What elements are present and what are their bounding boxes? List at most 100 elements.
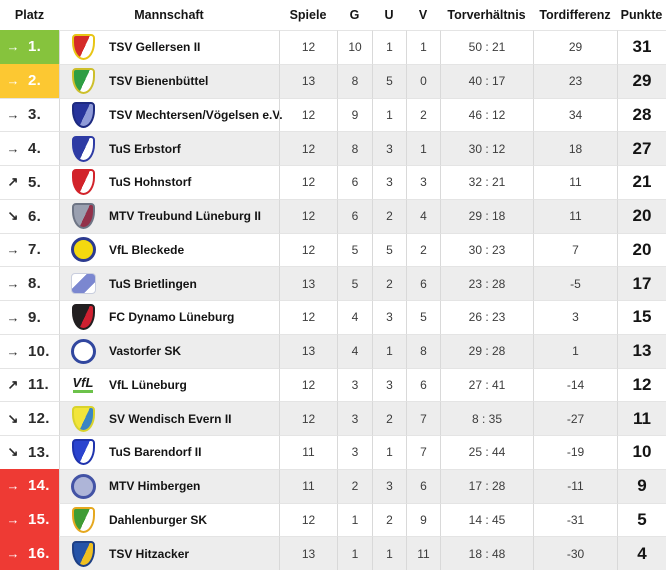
trend-arrow-icon: → <box>6 343 20 359</box>
team-cell[interactable]: TSV Gellersen II <box>59 30 279 64</box>
wins-cell: 3 <box>337 367 372 402</box>
draws-cell: 5 <box>372 63 406 98</box>
draws-cell: 2 <box>372 401 406 435</box>
team-cell[interactable]: SV Wendisch Evern II <box>59 401 279 435</box>
team-crest-shape <box>71 540 95 567</box>
wins-cell: 8 <box>337 131 372 165</box>
wins-cell: 3 <box>337 401 372 435</box>
games-cell: 12 <box>279 165 337 199</box>
team-crest-shape <box>71 405 95 432</box>
team-cell[interactable]: TSV Mechtersen/Vögelsen e.V. <box>59 97 283 132</box>
losses-cell: 7 <box>406 435 440 469</box>
team-cell[interactable]: VfL Bleckede <box>59 232 279 267</box>
table-row: ↘ 12. SV Wendisch Evern II 12 3 2 7 8 : … <box>0 401 666 435</box>
goal-diff-cell: 1 <box>533 333 617 368</box>
trend-arrow-icon: → <box>6 545 20 561</box>
rank-cell: → 1. <box>0 30 59 64</box>
team-logo-icon <box>69 33 97 61</box>
points-cell: 27 <box>617 131 666 165</box>
team-crest-shape: VfL <box>72 376 94 394</box>
draws-cell: 3 <box>372 367 406 402</box>
team-cell[interactable]: TuS Hohnstorf <box>59 165 279 199</box>
table-row: → 2. TSV Bienenbüttel 13 8 5 0 40 : 17 2… <box>0 63 666 98</box>
team-crest-shape <box>71 506 95 533</box>
rank-number: 5. <box>28 173 42 191</box>
team-crest-shape <box>70 473 96 499</box>
games-cell: 12 <box>279 30 337 64</box>
team-cell[interactable]: TSV Bienenbüttel <box>59 63 279 98</box>
rank-number: 15. <box>28 510 50 528</box>
trend-arrow-icon: ↘ <box>7 410 19 426</box>
team-name: TSV Bienenbüttel <box>109 74 209 89</box>
team-cell[interactable]: TSV Hitzacker <box>59 536 279 570</box>
draws-cell: 2 <box>372 266 406 300</box>
goal-ratio-cell: 30 : 12 <box>440 131 533 165</box>
draws-cell: 3 <box>372 131 406 165</box>
team-cell[interactable]: FC Dynamo Lüneburg <box>59 300 279 334</box>
goal-diff-cell: 11 <box>533 165 617 199</box>
wins-cell: 1 <box>337 502 372 537</box>
rank-number: 11. <box>28 376 49 394</box>
goal-diff-cell: 23 <box>533 63 617 98</box>
losses-cell: 2 <box>406 97 440 132</box>
games-cell: 12 <box>279 232 337 267</box>
rank-cell: → 2. <box>0 63 59 98</box>
rank-number: 10. <box>28 342 50 360</box>
team-cell[interactable]: Vastorfer SK <box>59 333 279 368</box>
rank-cell: → 10. <box>0 333 59 368</box>
team-logo-icon <box>69 67 97 95</box>
team-name: MTV Himbergen <box>109 479 201 494</box>
team-cell[interactable]: VfL VfL Lüneburg <box>59 367 279 402</box>
team-cell[interactable]: MTV Treubund Lüneburg II <box>59 198 279 233</box>
team-name: TuS Brietlingen <box>109 276 197 291</box>
goal-ratio-cell: 29 : 18 <box>440 198 533 233</box>
goal-diff-cell: 29 <box>533 30 617 64</box>
rank-number: 3. <box>28 106 42 124</box>
team-cell[interactable]: TuS Erbstorf <box>59 131 279 165</box>
team-logo-icon <box>69 202 97 230</box>
losses-cell: 7 <box>406 401 440 435</box>
wins-cell: 1 <box>337 536 372 570</box>
points-cell: 11 <box>617 401 666 435</box>
wins-cell: 5 <box>337 232 372 267</box>
goal-ratio-cell: 25 : 44 <box>440 435 533 469</box>
team-logo-icon <box>69 135 97 163</box>
games-cell: 12 <box>279 198 337 233</box>
table-row: → 4. TuS Erbstorf 12 8 3 1 30 : 12 18 27 <box>0 131 666 165</box>
draws-cell: 1 <box>372 333 406 368</box>
points-cell: 12 <box>617 367 666 402</box>
wins-cell: 4 <box>337 333 372 368</box>
rank-cell: → 3. <box>0 97 59 132</box>
table-row: → 16. TSV Hitzacker 13 1 1 11 18 : 48 -3… <box>0 536 666 570</box>
team-name: FC Dynamo Lüneburg <box>109 310 235 325</box>
draws-cell: 3 <box>372 165 406 199</box>
table-row: → 10. Vastorfer SK 13 4 1 8 29 : 28 1 13 <box>0 333 666 368</box>
losses-cell: 3 <box>406 165 440 199</box>
games-cell: 12 <box>279 97 337 132</box>
col-header-u: U <box>384 8 394 22</box>
wins-cell: 8 <box>337 63 372 98</box>
goal-diff-cell: -27 <box>533 401 617 435</box>
rank-cell: → 8. <box>0 266 59 300</box>
table-header: Platz Mannschaft Spiele G U V Torverhält… <box>0 0 666 30</box>
games-cell: 12 <box>279 131 337 165</box>
games-cell: 13 <box>279 63 337 98</box>
team-cell[interactable]: TuS Barendorf II <box>59 435 279 469</box>
games-cell: 12 <box>279 502 337 537</box>
points-cell: 21 <box>617 165 666 199</box>
team-cell[interactable]: TuS Brietlingen <box>59 266 279 300</box>
team-logo-icon <box>69 337 97 365</box>
table-row: ↗ 5. TuS Hohnstorf 12 6 3 3 32 : 21 11 2… <box>0 165 666 199</box>
team-cell[interactable]: MTV Himbergen <box>59 468 279 503</box>
games-cell: 13 <box>279 266 337 300</box>
draws-cell: 1 <box>372 30 406 64</box>
rank-number: 9. <box>28 308 42 326</box>
games-cell: 13 <box>279 536 337 570</box>
points-cell: 20 <box>617 232 666 267</box>
games-cell: 13 <box>279 333 337 368</box>
team-logo-icon <box>69 405 97 433</box>
losses-cell: 1 <box>406 131 440 165</box>
wins-cell: 10 <box>337 30 372 64</box>
team-crest-shape <box>70 237 96 263</box>
team-cell[interactable]: Dahlenburger SK <box>59 502 279 537</box>
